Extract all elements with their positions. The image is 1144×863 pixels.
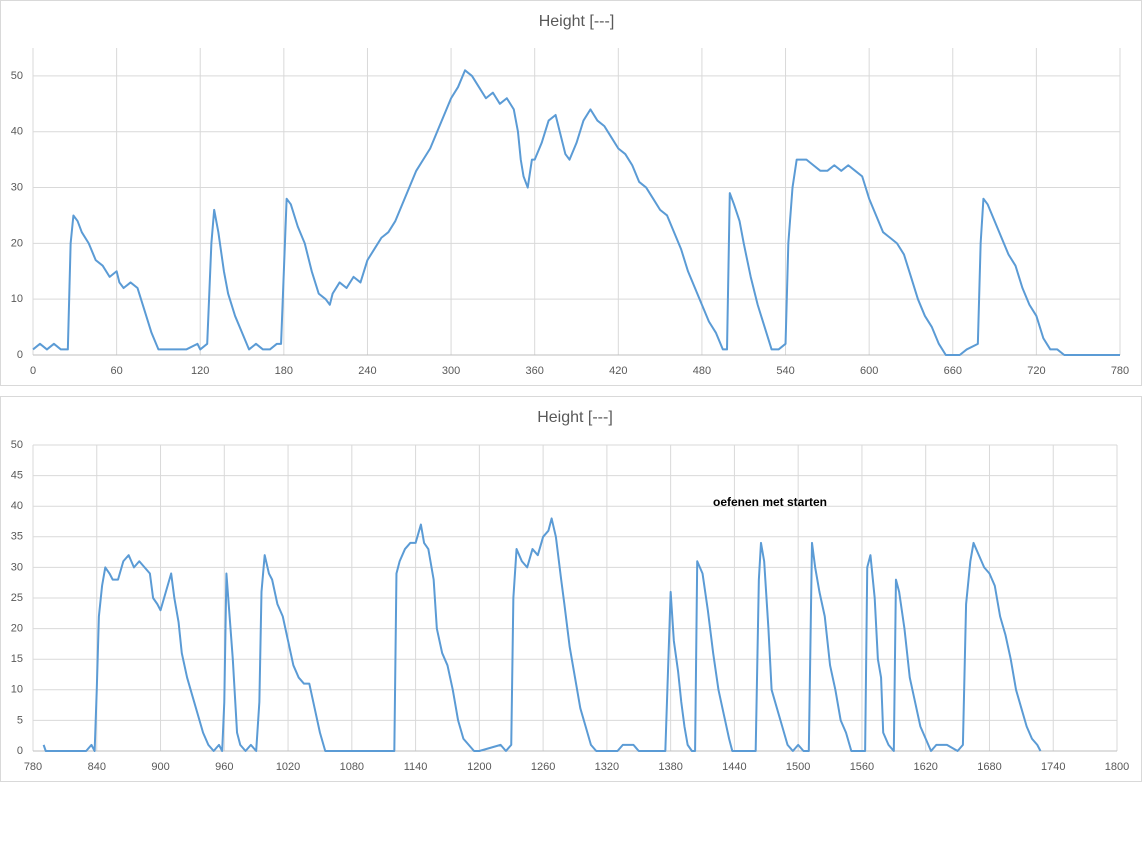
y-tick-label: 35 — [11, 531, 23, 543]
chart-frame — [0, 396, 1142, 782]
y-tick-label: 15 — [11, 653, 23, 665]
x-tick-label: 1500 — [786, 761, 810, 773]
chart-title: Height [---] — [537, 409, 613, 426]
y-tick-label: 20 — [11, 623, 23, 635]
x-tick-label: 540 — [776, 365, 794, 377]
x-tick-label: 780 — [24, 761, 42, 773]
x-tick-label: 360 — [526, 365, 544, 377]
x-tick-label: 1200 — [467, 761, 491, 773]
y-tick-label: 0 — [17, 745, 23, 757]
x-tick-label: 60 — [110, 365, 122, 377]
x-tick-label: 720 — [1027, 365, 1045, 377]
data-line — [32, 69, 1120, 356]
x-tick-label: 1320 — [595, 761, 619, 773]
x-tick-label: 1680 — [977, 761, 1001, 773]
x-tick-label: 1140 — [404, 761, 428, 773]
y-tick-label: 10 — [11, 684, 23, 696]
x-tick-label: 120 — [191, 365, 209, 377]
y-tick-label: 30 — [11, 561, 23, 573]
x-tick-label: 1380 — [658, 761, 682, 773]
y-tick-label: 50 — [11, 70, 23, 82]
x-tick-label: 840 — [88, 761, 106, 773]
y-tick-label: 30 — [11, 181, 23, 193]
x-tick-label: 300 — [442, 365, 460, 377]
y-tick-label: 25 — [11, 592, 23, 604]
x-tick-label: 420 — [609, 365, 627, 377]
x-tick-label: 180 — [275, 365, 293, 377]
y-tick-label: 5 — [17, 714, 23, 726]
x-tick-label: 1020 — [276, 761, 300, 773]
x-tick-label: 1260 — [531, 761, 555, 773]
x-tick-label: 780 — [1111, 365, 1129, 377]
data-line — [42, 517, 1042, 752]
y-tick-label: 50 — [11, 439, 23, 451]
x-tick-label: 1080 — [340, 761, 364, 773]
annotation: oefenen met starten — [713, 495, 827, 509]
x-tick-label: 0 — [30, 365, 36, 377]
chart-frame — [0, 0, 1142, 386]
x-tick-label: 240 — [358, 365, 376, 377]
x-tick-label: 1560 — [850, 761, 874, 773]
x-tick-label: 660 — [944, 365, 962, 377]
x-tick-label: 480 — [693, 365, 711, 377]
x-tick-label: 900 — [151, 761, 169, 773]
chart-title: Height [---] — [539, 13, 615, 30]
x-tick-label: 1740 — [1041, 761, 1065, 773]
y-tick-label: 40 — [11, 126, 23, 138]
y-tick-label: 40 — [11, 500, 23, 512]
x-tick-label: 960 — [215, 761, 233, 773]
y-tick-label: 0 — [17, 349, 23, 361]
y-tick-label: 10 — [11, 293, 23, 305]
x-tick-label: 1440 — [722, 761, 746, 773]
x-tick-label: 1800 — [1105, 761, 1129, 773]
x-tick-label: 600 — [860, 365, 878, 377]
y-tick-label: 45 — [11, 470, 23, 482]
y-tick-label: 20 — [11, 237, 23, 249]
x-tick-label: 1620 — [913, 761, 937, 773]
